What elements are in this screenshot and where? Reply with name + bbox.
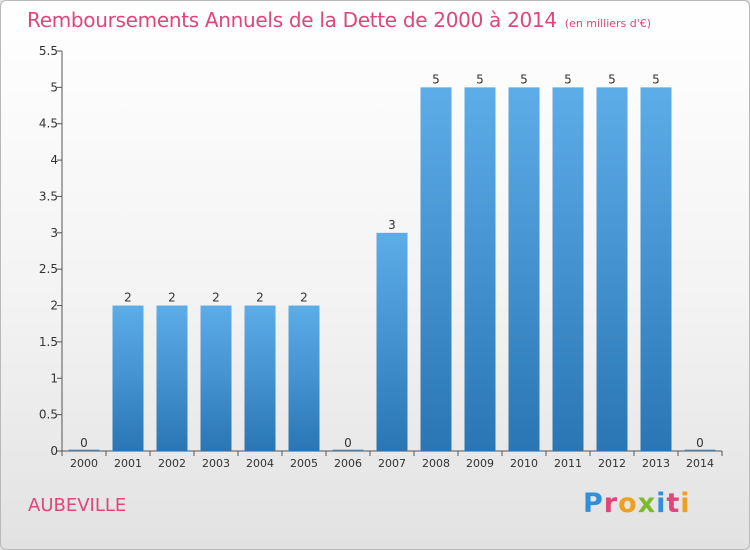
value-label: 2 [300, 291, 308, 305]
value-label: 5 [564, 72, 572, 86]
value-label: 5 [608, 72, 616, 86]
value-label: 2 [212, 291, 220, 305]
y-tick-label: 4.5 [39, 117, 58, 131]
y-tick-label: 0.5 [39, 408, 58, 422]
y-tick-label: 2 [50, 299, 58, 313]
logo-letter: o [618, 488, 638, 519]
x-tick-label: 2013 [642, 457, 670, 470]
x-tick-label: 2009 [466, 457, 494, 470]
value-label: 0 [80, 436, 88, 450]
y-tick-label: 2.5 [39, 262, 58, 276]
y-tick-label: 5 [50, 80, 58, 94]
bar-2012 [596, 87, 628, 451]
x-tick-label: 2000 [70, 457, 98, 470]
bar-2008 [420, 87, 452, 451]
bar-2005 [288, 305, 320, 451]
value-label: 5 [652, 72, 660, 86]
x-tick-label: 2005 [290, 457, 318, 470]
y-tick-label: 4 [50, 153, 58, 167]
value-label: 2 [168, 291, 176, 305]
x-axis: 2000 2001 2002 2003 2004 2005 2006 2007 2008 2009… [61, 450, 723, 470]
y-axis: 0 0.5 1 1.5 2 2.5 3 3.5 4 4.5 5 5.5 [39, 44, 63, 458]
y-tick-label: 5.5 [39, 44, 58, 58]
bar-2007 [376, 232, 408, 451]
value-label: 0 [344, 436, 352, 450]
x-tick-label: 2007 [378, 457, 406, 470]
logo-letter: i [656, 488, 667, 519]
y-tick-label: 0 [50, 444, 58, 458]
bars [68, 87, 716, 451]
y-tick-label: 3.5 [39, 189, 58, 203]
value-label: 3 [388, 218, 396, 232]
bar-2011 [552, 87, 584, 451]
x-tick-label: 2002 [158, 457, 186, 470]
value-label: 5 [476, 72, 484, 86]
bar-2003 [200, 305, 232, 451]
x-tick-label: 2003 [202, 457, 230, 470]
value-label: 5 [432, 72, 440, 86]
value-labels: 0 2 2 2 2 2 0 3 5 5 5 5 5 5 0 [80, 72, 704, 450]
x-tick-label: 2001 [114, 457, 142, 470]
logo-letter: P [583, 488, 604, 519]
bar-2004 [244, 305, 276, 451]
value-label: 2 [124, 291, 132, 305]
x-tick-label: 2010 [510, 457, 538, 470]
chart-unit: (en milliers d'€) [564, 17, 652, 30]
bar-2002 [156, 305, 188, 451]
x-tick-label: 2014 [686, 457, 714, 470]
logo-letter: t [666, 488, 681, 519]
logo-letter: i [680, 488, 691, 519]
x-tick-label: 2012 [598, 457, 626, 470]
x-tick-label: 2008 [422, 457, 450, 470]
y-tick-label: 3 [50, 226, 58, 240]
bar-2001 [112, 305, 144, 451]
chart-title: Remboursements Annuels de la Dette de 20… [27, 8, 651, 32]
logo-letter: x [637, 488, 657, 519]
y-tick-label: 1.5 [39, 335, 58, 349]
bar-2010 [508, 87, 540, 451]
x-tick-label: 2006 [334, 457, 362, 470]
x-tick-label: 2004 [246, 457, 274, 470]
bar-2009 [464, 87, 496, 451]
chart-title-text: Remboursements Annuels de la Dette de 20… [27, 8, 557, 32]
bar-2013 [640, 87, 672, 451]
proxiti-logo[interactable]: Proxiti [583, 488, 691, 519]
y-tick-label: 1 [50, 371, 58, 385]
value-label: 0 [696, 436, 704, 450]
commune-name: AUBEVILLE [28, 495, 127, 516]
value-label: 5 [520, 72, 528, 86]
value-label: 2 [256, 291, 264, 305]
logo-letter: r [603, 488, 619, 519]
x-tick-label: 2011 [554, 457, 582, 470]
